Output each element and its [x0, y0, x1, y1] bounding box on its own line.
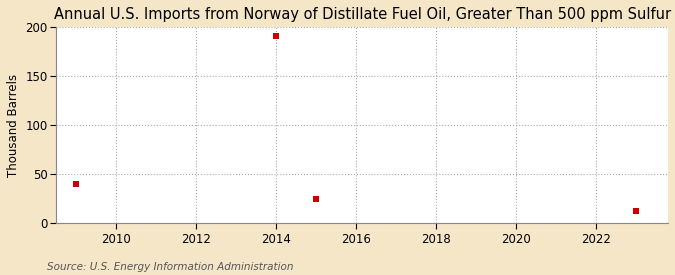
Title: Annual U.S. Imports from Norway of Distillate Fuel Oil, Greater Than 500 ppm Sul: Annual U.S. Imports from Norway of Disti…	[53, 7, 671, 22]
Point	[310, 197, 321, 201]
Text: Source: U.S. Energy Information Administration: Source: U.S. Energy Information Administ…	[47, 262, 294, 272]
Y-axis label: Thousand Barrels: Thousand Barrels	[7, 74, 20, 177]
Point	[630, 208, 641, 213]
Point	[71, 182, 82, 186]
Point	[271, 34, 281, 38]
